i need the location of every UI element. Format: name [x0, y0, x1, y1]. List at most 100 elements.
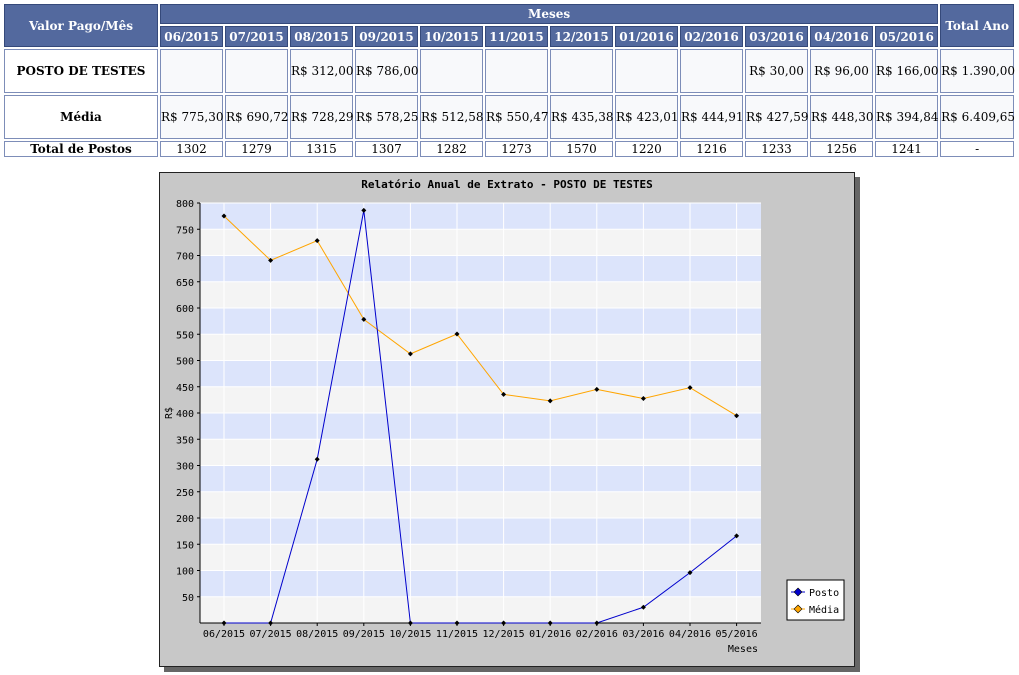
table-cell	[680, 49, 743, 93]
x-tick-label: 12/2015	[483, 629, 525, 640]
grid-band	[200, 570, 761, 597]
table-cell	[550, 49, 613, 93]
table-row: POSTO DE TESTES R$ 312,00 R$ 786,00 R$ 30,0…	[4, 49, 1015, 93]
month-header: 12/2015	[550, 26, 613, 47]
data-point	[547, 620, 553, 626]
table-cell	[615, 49, 678, 93]
data-point	[734, 533, 740, 539]
x-tick-label: 08/2015	[296, 629, 338, 640]
line-chart: Relatório Anual de Extrato - POSTO DE TE…	[164, 178, 845, 655]
table-cell: R$ 394,84	[875, 95, 938, 139]
grid-band	[200, 491, 761, 518]
x-tick-label: 02/2016	[576, 629, 618, 640]
x-tick-label: 01/2016	[529, 629, 571, 640]
table-row: Média R$ 775,30 R$ 690,72 R$ 728,29 R$ 578,2…	[4, 95, 1015, 139]
table-cell: R$ 786,00	[355, 49, 418, 93]
y-tick-label: 200	[176, 514, 194, 525]
data-point	[547, 398, 553, 404]
table-cell: R$ 96,00	[810, 49, 873, 93]
data-point	[221, 620, 227, 626]
x-tick-label: 11/2015	[436, 629, 478, 640]
table-cell: R$ 444,91	[680, 95, 743, 139]
x-tick-label: 05/2016	[716, 629, 758, 640]
table-cell: 1307	[355, 141, 418, 157]
header-total-ano: Total Ano	[940, 4, 1015, 47]
table-cell: R$ 427,59	[745, 95, 808, 139]
data-point	[361, 207, 367, 213]
data-point	[454, 620, 460, 626]
grid-band	[200, 334, 761, 361]
table-cell: 1273	[485, 141, 548, 157]
table-cell: R$ 578,25	[355, 95, 418, 139]
table-cell: R$ 512,58	[420, 95, 483, 139]
table-cell: R$ 775,30	[160, 95, 223, 139]
month-header: 02/2016	[680, 26, 743, 47]
table-cell: 1570	[550, 141, 613, 157]
row-total: -	[940, 141, 1015, 157]
month-header: 01/2016	[615, 26, 678, 47]
series-line-media	[223, 215, 737, 417]
grid-band	[200, 203, 761, 230]
row-total: R$ 6.409,65	[940, 95, 1015, 139]
y-tick-label: 650	[176, 278, 194, 289]
y-tick-label: 50	[182, 593, 194, 604]
data-point	[314, 456, 320, 462]
grid-band	[200, 229, 761, 256]
x-tick-label: 03/2016	[622, 629, 664, 640]
month-header: 03/2016	[745, 26, 808, 47]
month-header: 11/2015	[485, 26, 548, 47]
y-tick-label: 550	[176, 330, 194, 341]
table-cell	[420, 49, 483, 93]
table-cell: R$ 690,72	[225, 95, 288, 139]
y-tick-label: 300	[176, 462, 194, 473]
row-label: POSTO DE TESTES	[4, 49, 158, 93]
data-point	[407, 620, 413, 626]
grid-band	[200, 518, 761, 545]
grid-band	[200, 308, 761, 335]
grid-band	[200, 386, 761, 413]
series-line-posto	[224, 210, 737, 624]
x-tick-label: 06/2015	[203, 629, 245, 640]
table-cell: R$ 166,00	[875, 49, 938, 93]
row-label: Total de Postos	[4, 141, 158, 157]
y-tick-label: 100	[176, 567, 194, 578]
data-point	[640, 604, 646, 610]
y-tick-label: 700	[176, 252, 194, 263]
y-tick-label: 800	[176, 199, 194, 210]
y-axis-label: R$	[164, 407, 175, 419]
table-cell: R$ 312,00	[290, 49, 353, 93]
y-tick-label: 400	[176, 409, 194, 420]
month-header: 08/2015	[290, 26, 353, 47]
x-axis-label: Meses	[728, 644, 758, 655]
y-tick-label: 250	[176, 488, 194, 499]
month-header: 10/2015	[420, 26, 483, 47]
legend-marker	[793, 587, 803, 597]
legend-label: Média	[809, 604, 839, 616]
table-cell	[160, 49, 223, 93]
report-table: Valor Pago/Mês Meses Total Ano 06/2015 07…	[2, 2, 1016, 159]
y-tick-label: 500	[176, 357, 194, 368]
table-cell: 1256	[810, 141, 873, 157]
x-tick-label: 07/2015	[250, 629, 292, 640]
table-cell: R$ 550,47	[485, 95, 548, 139]
x-tick-label: 04/2016	[669, 629, 711, 640]
data-point	[407, 351, 413, 357]
legend-box	[786, 579, 845, 621]
y-tick-label: 750	[176, 225, 194, 236]
data-point	[687, 570, 693, 576]
data-point	[314, 238, 320, 244]
data-point	[594, 386, 600, 392]
data-point	[454, 331, 460, 337]
month-header: 05/2016	[875, 26, 939, 47]
x-tick-label: 10/2015	[389, 629, 431, 640]
grid-band	[200, 544, 761, 571]
table-cell: 1233	[745, 141, 808, 157]
table-body: POSTO DE TESTES R$ 312,00 R$ 786,00 R$ 30,0…	[4, 49, 1015, 157]
row-label: Média	[4, 95, 158, 139]
legend-marker	[793, 604, 803, 614]
grid-band	[200, 465, 761, 492]
table-cell: R$ 30,00	[745, 49, 808, 93]
table-cell: 1302	[160, 141, 223, 157]
table-cell: R$ 435,38	[550, 95, 613, 139]
chart-title: Relatório Anual de Extrato - POSTO DE TE…	[361, 178, 652, 191]
